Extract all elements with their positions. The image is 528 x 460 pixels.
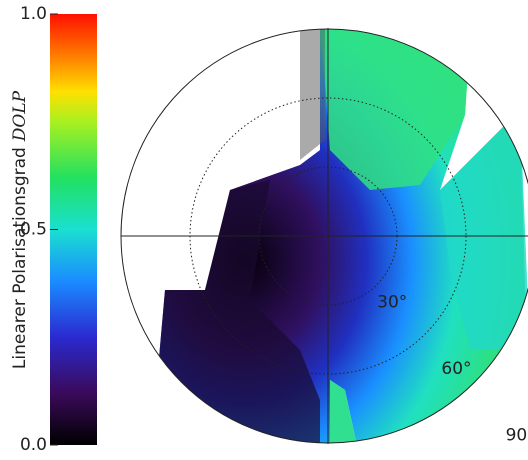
colorbar-tick-label: 1.0 [20, 4, 47, 24]
figure: 0.00.51.0 Linearer PolarisationsgradDOLP… [0, 0, 528, 460]
colorbar-tick-label: 0.0 [20, 435, 47, 455]
colorbar-label-symbol: DOLP [10, 90, 30, 142]
radial-tick-label: 60° [441, 359, 471, 379]
radial-tick-label: 30° [377, 293, 407, 313]
sky-image [150, 15, 528, 460]
colorbar-label: Linearer Polarisationsgrad DOLP [10, 90, 31, 369]
colorbar-label-text: Linearer Polarisationsgrad [10, 147, 30, 369]
radial-tick-label: 90° [506, 426, 528, 446]
